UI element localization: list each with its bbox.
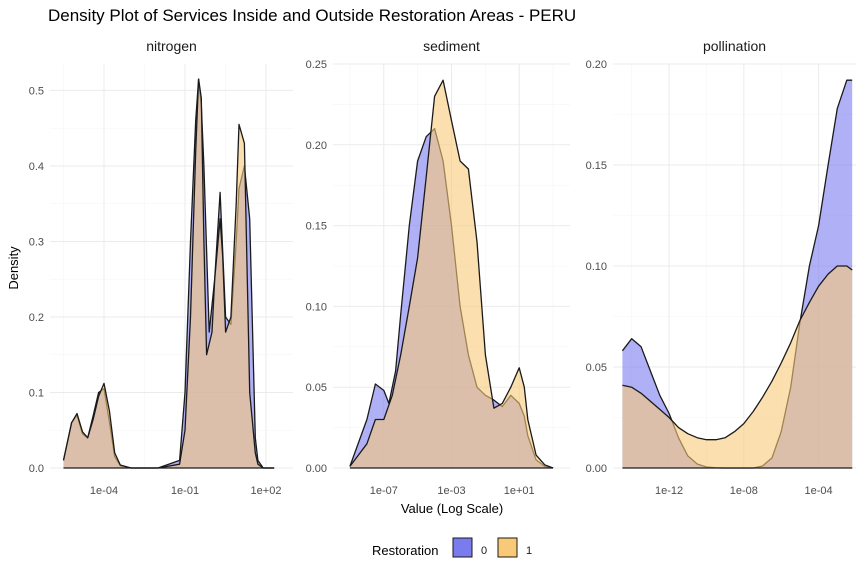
- panel-strip-label: sediment: [423, 38, 480, 54]
- y-tick-label: 0.15: [306, 221, 327, 233]
- y-tick-label: 0.00: [586, 463, 607, 475]
- y-axis-title: Density: [6, 246, 21, 290]
- y-tick-label: 0.3: [29, 236, 44, 248]
- panel-strip-label: pollination: [703, 38, 766, 54]
- panel-pollination: pollination 0.00 0.05 0.10 0.15 0.20 1e-12 1e-0…: [586, 38, 856, 497]
- y-tick-label: 0.15: [586, 160, 607, 172]
- density-line-1: [622, 265, 853, 441]
- x-tick-label: 1e-03: [437, 485, 465, 497]
- x-tick-label: 1e+02: [251, 485, 282, 497]
- y-tick-label: 0.05: [586, 362, 607, 374]
- legend-title: Restoration: [372, 543, 438, 558]
- density-area-1: [349, 80, 554, 468]
- density-area-1: [622, 266, 853, 468]
- y-tick-label: 0.00: [306, 463, 327, 475]
- panel-nitrogen: nitrogen 0.0 0.1 0.2 0.3 0.4 0.5 1e-04 1e-01 1e+0…: [29, 38, 293, 497]
- x-tick-label: 1e-12: [655, 485, 683, 497]
- x-tick-label: 1e-08: [730, 485, 758, 497]
- legend-label-0: 0: [481, 545, 487, 557]
- y-tick-label: 0.1: [29, 387, 44, 399]
- x-tick-label: 1e-07: [370, 485, 398, 497]
- panel-sediment: sediment 0.00 0.05 0.10 0.15 0.20 0.25 1e-07 1e-…: [306, 38, 570, 497]
- x-tick-label: 1e-04: [90, 485, 118, 497]
- y-tick-label: 0.10: [306, 301, 327, 313]
- density-line-1: [349, 79, 554, 469]
- y-tick-label: 0.20: [306, 140, 327, 152]
- legend-key-0: [452, 537, 473, 558]
- x-tick-label: 1e+01: [504, 485, 535, 497]
- y-tick-label: 0.5: [29, 85, 44, 97]
- x-tick-label: 1e-04: [805, 485, 833, 497]
- x-axis-title: Value (Log Scale): [401, 501, 503, 516]
- y-tick-label: 0.05: [306, 382, 327, 394]
- y-tick-label: 0.0: [29, 463, 44, 475]
- chart-title: Density Plot of Services Inside and Outs…: [48, 6, 576, 25]
- x-tick-label: 1e-01: [171, 485, 199, 497]
- facet-panels: nitrogen 0.0 0.1 0.2 0.3 0.4 0.5 1e-04 1e-01 1e+0…: [29, 38, 856, 497]
- legend-key-1: [497, 537, 518, 558]
- legend: Restoration 0 1: [372, 537, 532, 558]
- y-tick-label: 0.10: [586, 261, 607, 273]
- density-area-1: [63, 79, 275, 468]
- legend-label-1: 1: [526, 545, 532, 557]
- y-tick-label: 0.2: [29, 312, 44, 324]
- density-line-1: [62, 78, 275, 469]
- y-tick-label: 0.20: [586, 59, 607, 71]
- panel-strip-label: nitrogen: [146, 38, 197, 54]
- y-tick-label: 0.4: [29, 161, 44, 173]
- y-tick-label: 0.25: [306, 59, 327, 71]
